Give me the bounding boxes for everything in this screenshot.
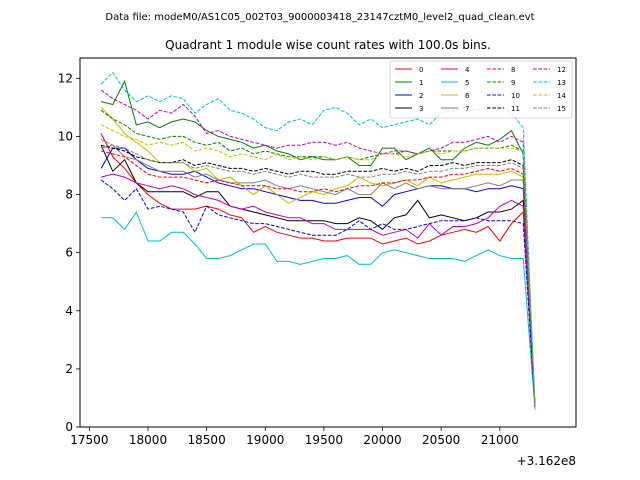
legend-label-15: 15 (557, 105, 566, 113)
chart-title: Quadrant 1 module wise count rates with … (165, 38, 491, 52)
series-line-7 (100, 144, 536, 407)
plot-frame (79, 57, 577, 428)
y-tick-label: 0 (65, 420, 73, 434)
legend-label-0: 0 (419, 66, 423, 74)
plot-background (80, 58, 576, 427)
legend-label-13: 13 (557, 79, 566, 87)
x-offset-label: +3.162e8 (517, 454, 576, 468)
legend-label-14: 14 (557, 92, 566, 100)
series-line-10 (100, 179, 536, 407)
y-tick-label: 6 (65, 246, 73, 260)
y-axis: 0 2 4 6 8 10 12 (58, 71, 80, 434)
x-tick-label: 18500 (188, 433, 226, 447)
legend-label-6: 6 (465, 92, 470, 100)
series-line-5 (101, 210, 536, 410)
legend-label-4: 4 (465, 66, 470, 74)
legend-label-12: 12 (557, 66, 566, 74)
series-line-12 (100, 89, 536, 407)
x-tick-label: 20500 (422, 433, 460, 447)
x-axis: 17500 18000 18500 19000 19500 20000 20500 21000 (70, 427, 519, 447)
legend-label-3: 3 (419, 105, 423, 113)
series-line-1 (100, 79, 536, 407)
plot-area (79, 57, 577, 428)
series-line-15 (100, 138, 536, 407)
y-tick-label: 2 (65, 362, 73, 376)
x-tick-label: 18000 (129, 433, 167, 447)
y-tick-label: 12 (58, 71, 73, 85)
legend-label-5: 5 (465, 79, 469, 87)
x-tick-label: 20000 (363, 433, 401, 447)
legend-box (389, 60, 573, 119)
chart-suptitle: Data file: modeM0/AS1C05_002T03_90000034… (105, 12, 534, 23)
series-line-4 (100, 173, 536, 407)
legend-label-9: 9 (511, 79, 515, 87)
legend-label-7: 7 (465, 105, 469, 113)
series-line-14 (100, 124, 536, 407)
x-tick-label: 21000 (481, 433, 519, 447)
y-tick-label: 10 (58, 129, 73, 143)
y-tick-label: 8 (65, 188, 73, 202)
x-tick-label: 19000 (246, 433, 284, 447)
legend-label-2: 2 (419, 92, 423, 100)
series-line-8 (100, 150, 536, 407)
y-tick-label: 4 (65, 304, 73, 318)
legend-label-10: 10 (511, 92, 520, 100)
legend-label-11: 11 (511, 105, 520, 113)
x-tick-label: 17500 (70, 433, 108, 447)
legend-label-8: 8 (511, 66, 515, 74)
legend-label-1: 1 (419, 79, 423, 87)
x-tick-label: 19500 (305, 433, 343, 447)
series-layer (100, 71, 536, 410)
series-line-9 (100, 109, 536, 407)
